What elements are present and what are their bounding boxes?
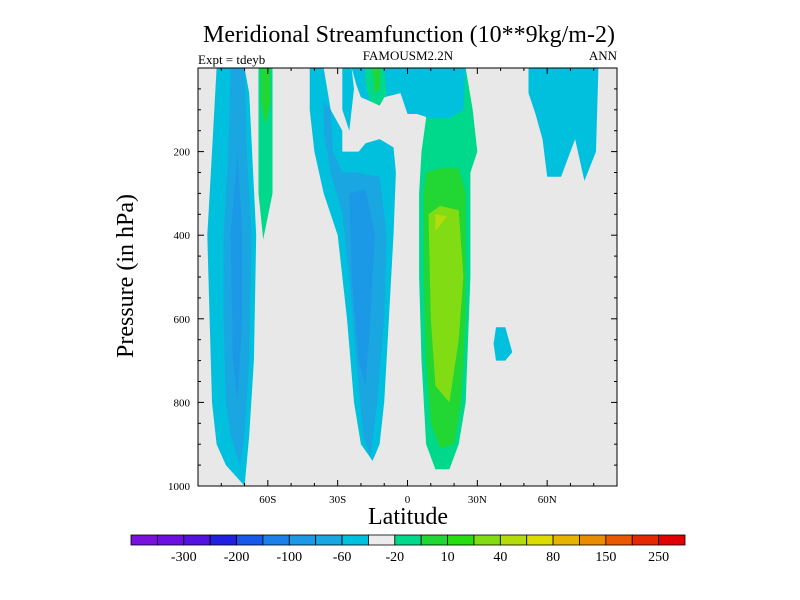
y-tick-label: 1000 (168, 481, 191, 493)
contour-ferrel-outer-top (342, 68, 354, 131)
colorbar-label: -200 (224, 550, 250, 565)
colorbar-label: 10 (441, 550, 455, 565)
colorbar-box (526, 534, 554, 546)
y-axis-label: Pressure (in hPa) (113, 194, 139, 358)
colorbar-box (209, 534, 237, 546)
colorbar-box (262, 534, 290, 546)
axis-ticks: 60S 30S 0 30N 60N 200 400 600 800 1000 (168, 67, 618, 506)
x-tick-label: 30N (468, 494, 487, 506)
x-axis-label: Latitude (368, 504, 448, 530)
contour-regions (207, 68, 599, 486)
contour-nh-high-cyan (528, 68, 599, 181)
chart-title: Meridional Streamfunction (10**9kg/m-2) (203, 22, 615, 48)
y-tick-label: 400 (174, 230, 191, 242)
contour-polar-positive (258, 68, 273, 240)
colorbar-box (183, 534, 211, 546)
colorbar-box (394, 534, 422, 546)
colorbar-box (473, 534, 501, 546)
colorbar-box (658, 534, 686, 546)
colorbar-box (605, 534, 633, 546)
colorbar-box (631, 534, 660, 546)
colorbar-label: -60 (333, 550, 352, 565)
colorbar: -300 -200 -100 -60 -20 10 40 80 150 250 (130, 534, 686, 565)
contour-hadley-core (428, 205, 464, 403)
y-tick-label: 200 (174, 147, 191, 159)
colorbar-box (315, 534, 343, 546)
contour-tropics-top-green2 (372, 68, 380, 94)
plot-area: 60S 30S 0 30N 60N 200 400 600 800 1000 (168, 67, 618, 506)
colorbar-box (236, 534, 264, 546)
colorbar-box (579, 534, 607, 546)
colorbar-box (288, 534, 317, 546)
colorbar-label: 150 (595, 550, 616, 565)
colorbar-label: -300 (171, 550, 197, 565)
colorbar-box (341, 534, 369, 546)
x-tick-label: 0 (405, 494, 411, 506)
y-tick-label: 800 (174, 397, 191, 409)
contour-nh-small-cyan (493, 327, 513, 361)
x-tick-label: 60N (538, 494, 557, 506)
contour-polar-positive-core (260, 68, 271, 127)
contour-hadley-peak (435, 214, 448, 231)
x-tick-label: 60S (259, 494, 276, 506)
subtitle-right: ANN (589, 48, 618, 63)
contour-sh-cell-core (230, 151, 243, 403)
contour-ferrel-core (349, 189, 375, 386)
subtitle-center: FAMOUSM2.2N (363, 48, 454, 63)
colorbar-box (552, 534, 580, 546)
colorbar-box (156, 534, 185, 546)
colorbar-box (499, 534, 528, 546)
y-tick-label: 600 (174, 314, 191, 326)
colorbar-label: 250 (648, 550, 669, 565)
colorbar-label: 40 (493, 550, 507, 565)
colorbar-box (130, 534, 158, 546)
colorbar-box (368, 534, 396, 546)
colorbar-label: -100 (276, 550, 302, 565)
colorbar-box (420, 534, 448, 546)
subtitle-left: Expt = tdeyb (198, 52, 265, 67)
x-tick-label: 30S (329, 494, 346, 506)
colorbar-box (447, 534, 475, 546)
colorbar-label: 80 (546, 550, 560, 565)
colorbar-label: -20 (385, 550, 404, 565)
